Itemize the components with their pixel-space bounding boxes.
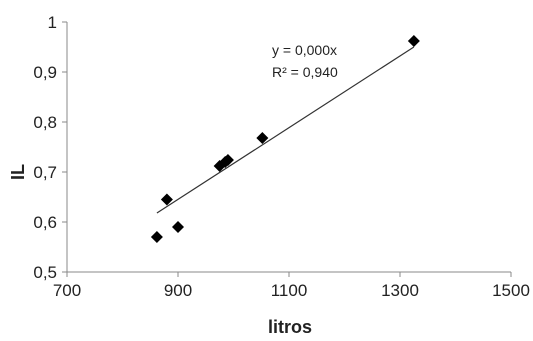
x-tick-label: 700 xyxy=(53,281,81,300)
x-tick-label: 1500 xyxy=(492,281,530,300)
data-point xyxy=(221,154,234,166)
x-tick-label: 900 xyxy=(164,281,192,300)
y-tick-label: 0,6 xyxy=(33,213,57,232)
x-tick-label: 1300 xyxy=(381,281,419,300)
y-tick-label: 0,7 xyxy=(33,163,57,182)
data-point xyxy=(172,221,184,233)
data-point xyxy=(256,132,269,144)
x-axis-title: litros xyxy=(268,317,312,337)
y-tick-label: 0,9 xyxy=(33,63,57,82)
data-point xyxy=(150,231,163,243)
y-tick-label: 0,5 xyxy=(33,263,57,282)
equation-label: y = 0,000x xyxy=(272,42,337,58)
tick-labels: 0,5 0,6 0,7 0,8 0,9 1 700 900 1100 1300 1500 xyxy=(33,13,530,300)
y-axis-title: IL xyxy=(8,164,28,180)
trendline xyxy=(156,46,415,214)
y-tick-label: 1 xyxy=(48,13,57,32)
data-point xyxy=(160,193,173,206)
data-points xyxy=(150,35,420,243)
axes xyxy=(62,21,512,277)
y-tick-label: 0,8 xyxy=(33,113,57,132)
x-tick-label: 1100 xyxy=(271,281,308,300)
data-point xyxy=(407,35,420,47)
r-squared-label: R² = 0,940 xyxy=(272,64,338,80)
